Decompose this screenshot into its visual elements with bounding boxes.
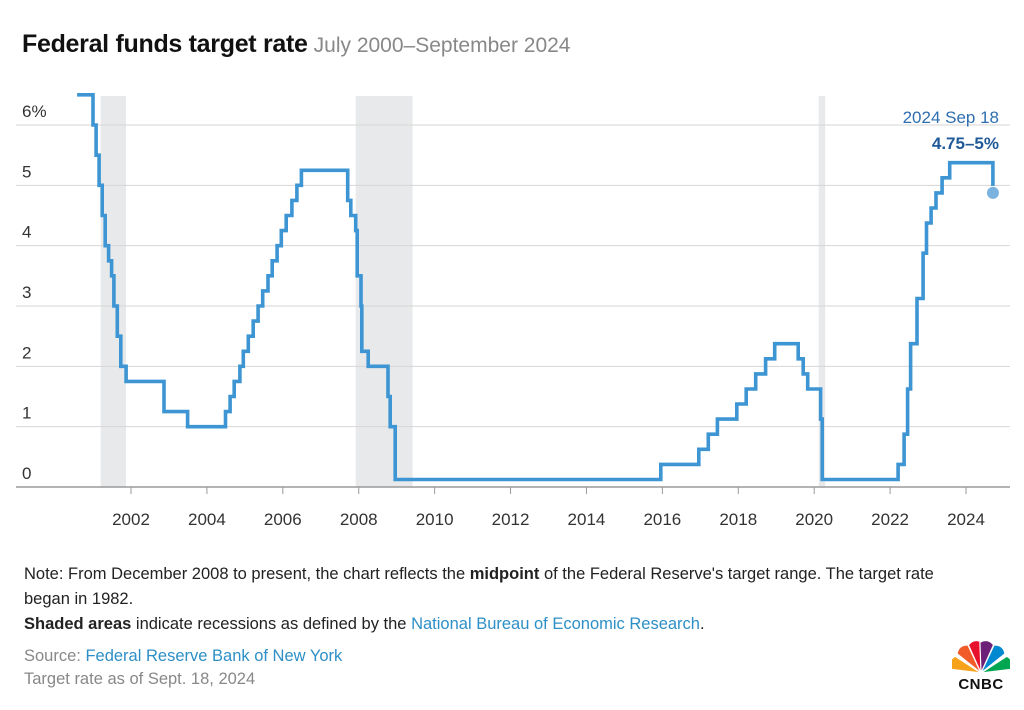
note-line-2: Shaded areas indicate recessions as defi… (24, 612, 954, 637)
x-tick-label: 2006 (264, 510, 302, 529)
x-tick-label: 2014 (568, 510, 606, 529)
current-rate-marker (985, 185, 1000, 200)
y-tick-label: 2 (22, 343, 31, 362)
chart-subtitle: July 2000–September 2024 (313, 34, 571, 57)
chart-title-row: Federal funds target rate July 2000–Septe… (22, 30, 571, 59)
y-tick-label: 1 (22, 404, 31, 423)
recession-band-2 (818, 96, 826, 487)
chart-area: 0 1 2 3 4 5 6% 2002 2004 2006 2008 2010 2012 2014 201… (16, 93, 1010, 529)
cnbc-logo: CNBC (948, 639, 1014, 696)
x-tick-label: 2018 (719, 510, 757, 529)
source-link[interactable]: Federal Reserve Bank of New York (85, 647, 343, 665)
note-text: Note: From December 2008 to present, the… (24, 565, 470, 583)
x-tick-label: 2024 (947, 510, 985, 529)
annotation-date-label: 2024 Sep 18 (903, 108, 999, 127)
note-text-end: of the Federal Reserve's target range. T… (24, 565, 934, 608)
grid-lines (16, 124, 1010, 488)
y-tick-label: 3 (22, 283, 31, 302)
y-tick-label: 6% (22, 102, 47, 121)
series-line-0 (77, 93, 995, 482)
series-layer (77, 93, 995, 482)
x-tick-label: 2010 (416, 510, 454, 529)
chart-title: Federal funds target rate (22, 30, 308, 58)
annotation: 2024 Sep 18 4.75–5% (903, 108, 1000, 200)
as-of-date: Target rate as of Sept. 18, 2024 (24, 670, 256, 688)
x-tick-label: 2002 (112, 510, 150, 529)
source-label: Source: (24, 647, 86, 665)
peacock-icon (948, 639, 1014, 674)
note-recession-text: indicate recessions as defined by the (131, 615, 412, 633)
note-bold-shaded: Shaded areas (24, 615, 132, 633)
cnbc-logo-text: CNBC (958, 676, 1004, 693)
chart-note: Note: From December 2008 to present, the… (24, 562, 954, 637)
note-period: . (699, 615, 705, 633)
note-bold-midpoint: midpoint (469, 565, 540, 583)
x-axis: 2002 2004 2006 2008 2010 2012 2014 2016 2018 2020… (112, 487, 985, 529)
x-tick-label: 2016 (643, 510, 681, 529)
note-line-1: Note: From December 2008 to present, the… (24, 562, 954, 612)
x-tick-label: 2012 (492, 510, 530, 529)
x-tick-label: 2004 (188, 510, 226, 529)
y-axis: 0 1 2 3 4 5 6% (22, 102, 47, 483)
nber-link[interactable]: National Bureau of Economic Research (411, 615, 700, 633)
annotation-value-label: 4.75–5% (932, 134, 999, 153)
x-tick-label: 2008 (340, 510, 378, 529)
y-tick-label: 5 (22, 162, 31, 181)
source-line: Source: Federal Reserve Bank of New York (24, 643, 342, 669)
x-tick-label: 2020 (795, 510, 833, 529)
x-tick-label: 2022 (871, 510, 909, 529)
y-tick-label: 4 (22, 223, 31, 242)
recession-band-1 (355, 96, 413, 487)
y-tick-label: 0 (22, 464, 31, 483)
peacock-feather (980, 644, 1006, 674)
